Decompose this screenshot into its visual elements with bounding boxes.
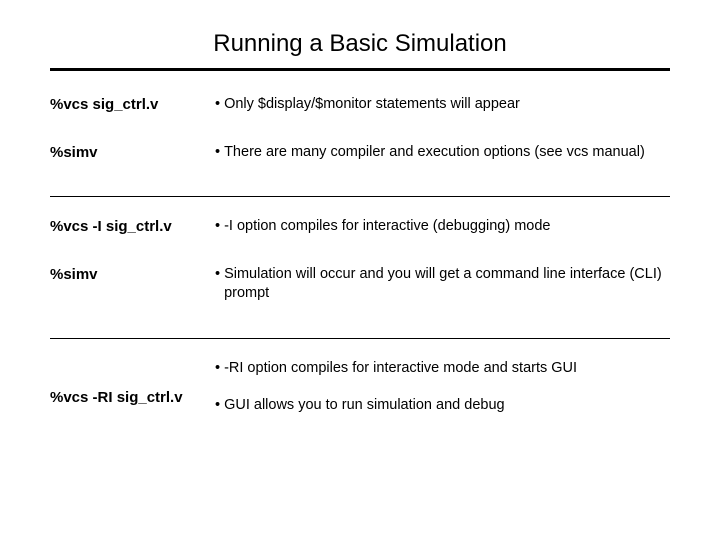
slide-title: Running a Basic Simulation: [50, 30, 670, 58]
bullet-item: • Only $display/$monitor statements will…: [215, 95, 670, 115]
command-text: %simv: [50, 143, 215, 161]
description-col: • -I option compiles for interactive (de…: [215, 217, 670, 251]
command-text: %vcs -RI sig_ctrl.v: [50, 359, 215, 406]
bullet-text: Simulation will occur and you will get a…: [224, 265, 670, 304]
bullet-dot-icon: •: [215, 359, 220, 379]
row: %vcs -I sig_ctrl.v • -I option compiles …: [50, 217, 670, 251]
bullet-text: There are many compiler and execution op…: [224, 143, 670, 163]
title-rule: [50, 68, 670, 71]
row: %simv • Simulation will occur and you wi…: [50, 265, 670, 318]
bullet-text: -I option compiles for interactive (debu…: [224, 217, 670, 237]
command-text: %vcs sig_ctrl.v: [50, 95, 215, 113]
description-col: • -RI option compiles for interactive mo…: [215, 359, 670, 434]
description-col: • Only $display/$monitor statements will…: [215, 95, 670, 129]
bullet-dot-icon: •: [215, 265, 220, 285]
section-divider: [50, 338, 670, 339]
bullet-dot-icon: •: [215, 396, 220, 416]
section-2: %vcs -I sig_ctrl.v • -I option compiles …: [50, 217, 670, 318]
description-col: • Simulation will occur and you will get…: [215, 265, 670, 318]
section-divider: [50, 196, 670, 197]
bullet-item: • -I option compiles for interactive (de…: [215, 217, 670, 237]
row: %vcs sig_ctrl.v • Only $display/$monitor…: [50, 95, 670, 129]
bullet-dot-icon: •: [215, 95, 220, 115]
bullet-text: Only $display/$monitor statements will a…: [224, 95, 670, 115]
bullet-text: -RI option compiles for interactive mode…: [224, 359, 670, 379]
section-3: %vcs -RI sig_ctrl.v • -RI option compile…: [50, 359, 670, 434]
row: %vcs -RI sig_ctrl.v • -RI option compile…: [50, 359, 670, 434]
bullet-item: • Simulation will occur and you will get…: [215, 265, 670, 304]
bullet-item: • There are many compiler and execution …: [215, 143, 670, 163]
command-text: %vcs -I sig_ctrl.v: [50, 217, 215, 235]
row: %simv • There are many compiler and exec…: [50, 143, 670, 177]
bullet-text: GUI allows you to run simulation and deb…: [224, 396, 670, 416]
bullet-item: • GUI allows you to run simulation and d…: [215, 396, 670, 416]
bullet-dot-icon: •: [215, 217, 220, 237]
bullet-dot-icon: •: [215, 143, 220, 163]
bullet-item: • -RI option compiles for interactive mo…: [215, 359, 670, 379]
section-1: %vcs sig_ctrl.v • Only $display/$monitor…: [50, 95, 670, 176]
command-text: %simv: [50, 265, 215, 283]
description-col: • There are many compiler and execution …: [215, 143, 670, 177]
